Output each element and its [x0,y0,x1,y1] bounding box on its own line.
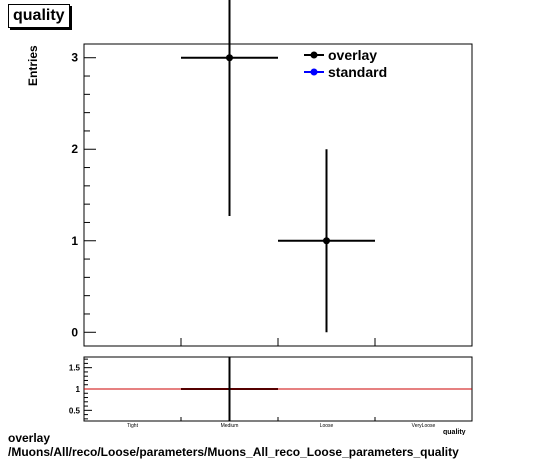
ratio-point-medium [181,357,278,421]
ratio-x-axis: Tight Medium Loose VeryLoose [127,417,436,429]
y-tick-label: 0 [71,325,78,339]
x-axis-label-clip: quality [443,427,473,435]
ratio-plot-data [84,357,472,421]
legend-item-overlay: overlay [304,47,377,63]
ratio-y-tick-label: 1.5 [69,364,81,373]
x-tick-label: VeryLoose [412,423,436,429]
marker [226,54,233,62]
x-tick-label: Medium [221,423,239,429]
ratio-y-tick-label: 0.5 [69,406,81,415]
x-tick-label: Loose [320,423,334,429]
legend-marker [310,51,318,59]
legend-label: overlay [328,47,377,63]
main-frame-border [83,43,473,347]
main-plot-data [181,0,375,333]
y-tick-label: 1 [71,234,78,248]
caption-line-2: /Muons/All/reco/Loose/parameters/Muons_A… [8,445,459,459]
plot-title: quality [8,4,70,28]
main-y-axis: 0 1 2 3 [71,51,96,339]
legend-item-standard: standard [304,64,387,80]
ratio-y-tick-label: 1 [76,385,81,394]
y-axis-label: Entries [26,45,40,86]
x-axis-label: quality [443,429,466,435]
legend-label: standard [328,64,387,80]
overlay-point-loose [278,149,375,333]
overlay-point-medium [181,0,278,217]
y-tick-label: 3 [71,51,78,65]
legend-marker [310,68,318,76]
y-tick-label: 2 [71,142,78,156]
marker [323,237,330,245]
main-plot-frame [83,43,473,347]
caption-line-1: overlay [8,431,51,445]
x-tick-label: Tight [127,423,139,429]
